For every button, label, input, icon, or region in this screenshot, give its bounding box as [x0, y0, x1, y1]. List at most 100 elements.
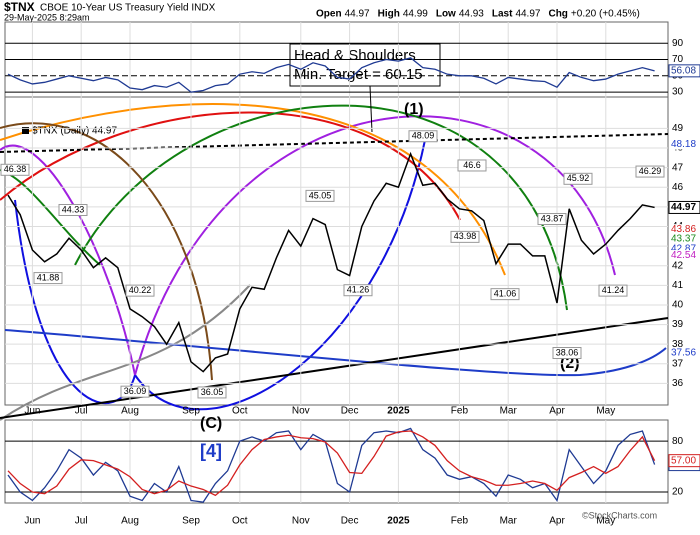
x-tick-label: Aug — [121, 516, 139, 527]
quote-label: Low — [436, 9, 456, 20]
pivot-label: 41.26 — [347, 285, 370, 295]
y-tick-label: 46 — [672, 182, 684, 193]
pivot-label: 44.33 — [62, 204, 85, 214]
pivot-label: 41.24 — [602, 285, 625, 295]
arc — [0, 122, 213, 381]
quote-value: +0.20 (+0.45%) — [571, 9, 640, 20]
x-tick-label: Nov — [292, 516, 310, 527]
overlay-box — [669, 233, 700, 244]
legend-entry: $TNX (Daily) 44.97 — [32, 126, 117, 137]
x-tick-label: Oct — [232, 516, 248, 527]
quote-label: High — [378, 9, 400, 20]
pivot-box — [408, 130, 438, 143]
price-panel — [4, 96, 669, 406]
y-tick-label: 36 — [672, 378, 684, 389]
last-value: 56.08 — [671, 65, 696, 76]
x-tick-label: Jul — [75, 516, 88, 527]
y-tick-label: 70 — [672, 54, 684, 65]
wave-label: (1) — [404, 101, 424, 118]
pivot-label: 46.29 — [639, 166, 662, 176]
wave-label: (C) — [200, 415, 222, 432]
x-tick-label: May — [596, 406, 615, 417]
ma-line — [4, 329, 667, 377]
pivot-label: 38.06 — [556, 347, 579, 357]
y-tick-label: 40 — [672, 300, 684, 311]
x-tick-label: 2025 — [387, 516, 410, 527]
x-tick-label: Sep — [182, 516, 200, 527]
y-tick-label: 90 — [672, 38, 684, 49]
pivot-box — [305, 189, 335, 202]
overlay-label: 43.86 — [671, 224, 696, 235]
arc — [0, 284, 251, 421]
pivot-label: 43.87 — [541, 213, 564, 223]
pivot-label: 41.06 — [494, 289, 517, 299]
overlay-box — [669, 139, 700, 150]
indicator-line — [7, 57, 655, 93]
x-tick-label: Dec — [341, 516, 359, 527]
y-tick-label: 42 — [672, 260, 684, 271]
pivot-box — [537, 213, 567, 226]
overlay-label: 48.18 — [671, 139, 696, 150]
pivot-box — [120, 385, 150, 398]
x-tick-label: Jul — [75, 406, 88, 417]
price-line — [7, 151, 655, 373]
watermark: ©StockCharts.com — [582, 510, 657, 520]
pivot-box — [125, 284, 155, 297]
pivot-box — [450, 230, 480, 243]
arc — [0, 102, 506, 276]
x-tick-label: May — [596, 516, 615, 527]
x-tick-label: Feb — [451, 406, 469, 417]
pivot-label: 45.92 — [567, 173, 590, 183]
wave-label: [4] — [200, 441, 222, 461]
y-tick-label: 37 — [672, 358, 684, 369]
y-tick-label: 39 — [672, 319, 684, 330]
pivot-box — [490, 288, 520, 301]
quote-value: 44.93 — [459, 9, 484, 20]
x-tick-label: Aug — [121, 406, 139, 417]
pivot-box — [0, 163, 30, 176]
pivot-label: 36.09 — [124, 386, 147, 396]
pivot-label: 41.88 — [37, 272, 60, 282]
pivot-label: 46.38 — [4, 164, 27, 174]
last-value-box — [668, 200, 700, 214]
quote-value: 44.99 — [403, 9, 428, 20]
pivot-label: 40.22 — [129, 285, 152, 295]
x-tick-label: Jun — [24, 516, 40, 527]
y-tick-label: 20 — [672, 487, 684, 498]
stoch-panel — [4, 419, 669, 504]
overlay-label: 43.37 — [671, 233, 696, 244]
annotation-arrow — [369, 85, 373, 133]
overlay-box — [669, 224, 700, 235]
pivot-label: 45.05 — [309, 190, 332, 200]
pivot-label: 46.6 — [463, 160, 481, 170]
overlay-box — [669, 347, 700, 358]
y-tick-label: 49 — [672, 123, 684, 134]
x-tick-label: 2025 — [387, 406, 410, 417]
x-tick-label: Mar — [500, 406, 518, 417]
last-value-box — [668, 454, 700, 468]
quote-label: Open — [316, 9, 342, 20]
quote-value: 44.97 — [515, 9, 540, 20]
x-tick-label: Jun — [24, 406, 40, 417]
overlay-label: 42.87 — [671, 243, 696, 254]
instrument-name: CBOE 10-Year US Treasury Yield INDX — [40, 3, 216, 14]
y-tick-label: 38 — [672, 339, 684, 350]
arc — [0, 111, 461, 221]
indicator-line — [7, 430, 656, 497]
y-tick-label: 47 — [672, 162, 684, 173]
x-tick-label: Nov — [292, 406, 310, 417]
pivot-box — [197, 386, 227, 399]
annotation: Min. Target = 60.15 — [294, 66, 423, 83]
pivot-box — [598, 284, 628, 297]
x-tick-label: Oct — [232, 406, 248, 417]
quote-label: Last — [492, 9, 513, 20]
pivot-box — [33, 272, 63, 285]
x-tick-label: Mar — [500, 516, 518, 527]
quote-label: Chg — [548, 9, 567, 20]
pivot-box — [343, 284, 373, 297]
overlay-box — [669, 250, 700, 261]
pivot-box — [457, 159, 487, 172]
pivot-box — [563, 172, 593, 185]
y-tick-label: 30 — [672, 87, 684, 98]
